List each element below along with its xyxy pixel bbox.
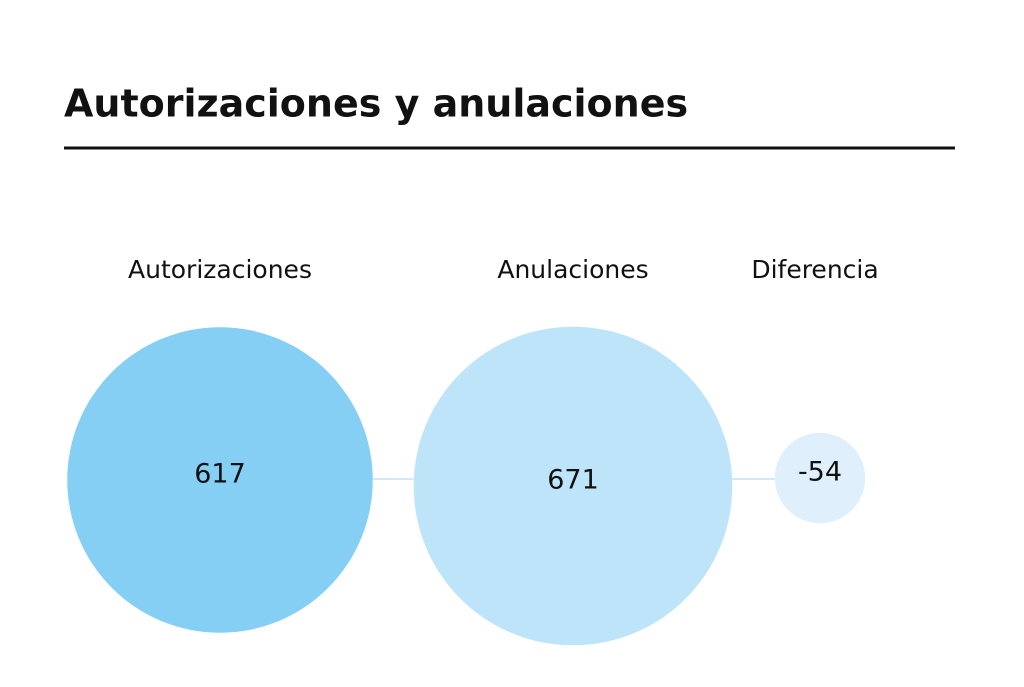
value-label: 671 — [547, 465, 599, 496]
category-label: Anulaciones — [497, 255, 648, 284]
value-label: 617 — [194, 459, 246, 490]
category-label: Autorizaciones — [128, 255, 312, 284]
bubble — [413, 326, 733, 646]
bubble — [67, 327, 373, 633]
value-label: -54 — [798, 457, 842, 488]
bubble — [774, 432, 866, 524]
chart-title: Autorizaciones y anulaciones — [64, 82, 688, 126]
category-label: Diferencia — [751, 255, 878, 284]
